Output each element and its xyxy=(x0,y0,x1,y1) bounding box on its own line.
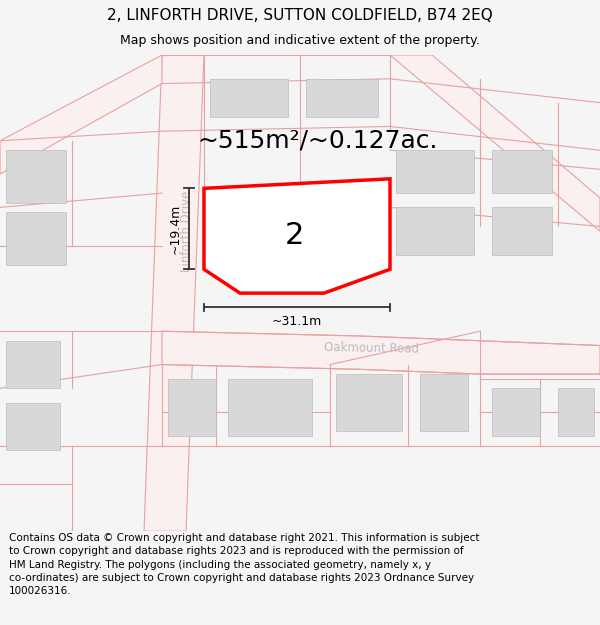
Polygon shape xyxy=(204,179,390,293)
Bar xyxy=(6,402,60,450)
Text: 2, LINFORTH DRIVE, SUTTON COLDFIELD, B74 2EQ: 2, LINFORTH DRIVE, SUTTON COLDFIELD, B74… xyxy=(107,8,493,23)
Bar xyxy=(492,388,540,436)
Bar xyxy=(6,212,66,264)
Bar xyxy=(492,150,552,193)
Polygon shape xyxy=(0,55,162,174)
Polygon shape xyxy=(162,331,600,374)
Bar xyxy=(6,341,60,388)
Bar xyxy=(492,208,552,255)
Bar xyxy=(396,208,474,255)
Bar xyxy=(306,79,378,117)
Bar xyxy=(228,379,312,436)
Bar xyxy=(396,150,474,193)
Bar xyxy=(216,193,300,264)
Bar xyxy=(336,374,402,431)
Text: Oakmount Road: Oakmount Road xyxy=(325,341,419,355)
Bar xyxy=(558,388,594,436)
Text: 2: 2 xyxy=(284,221,304,251)
Text: ~31.1m: ~31.1m xyxy=(272,314,322,328)
Text: ~19.4m: ~19.4m xyxy=(169,204,182,254)
Polygon shape xyxy=(390,55,600,231)
Text: Contains OS data © Crown copyright and database right 2021. This information is : Contains OS data © Crown copyright and d… xyxy=(9,533,479,596)
Bar xyxy=(168,379,216,436)
Bar xyxy=(210,79,288,117)
Text: Linforth Drive: Linforth Drive xyxy=(179,191,193,272)
Bar xyxy=(420,374,468,431)
Text: Map shows position and indicative extent of the property.: Map shows position and indicative extent… xyxy=(120,34,480,47)
Polygon shape xyxy=(144,55,204,531)
Text: ~515m²/~0.127ac.: ~515m²/~0.127ac. xyxy=(198,129,438,152)
Bar xyxy=(6,150,66,202)
